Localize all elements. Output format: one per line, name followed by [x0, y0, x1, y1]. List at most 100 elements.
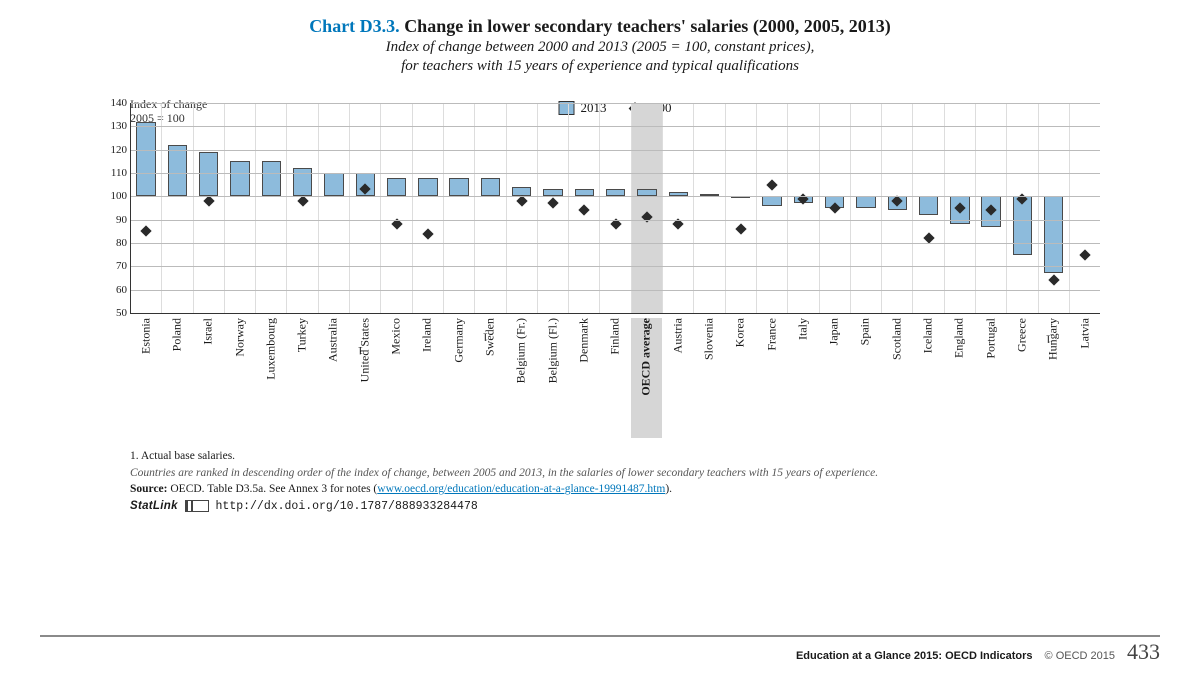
- source-close: ).: [665, 483, 672, 495]
- bar-slot: [1039, 103, 1070, 313]
- page-footer: Education at a Glance 2015: OECD Indicat…: [40, 635, 1160, 665]
- x-label: Israel: [193, 318, 224, 438]
- x-label: Australia: [318, 318, 349, 438]
- x-label: Denmark: [568, 318, 599, 438]
- x-label: Portugal: [975, 318, 1006, 438]
- x-label: Spain: [850, 318, 881, 438]
- bar-slot: [694, 103, 725, 313]
- bar: [262, 161, 281, 196]
- bar-slot: [444, 103, 475, 313]
- x-label: Sweden1: [474, 318, 505, 438]
- x-label: Luxembourg: [255, 318, 286, 438]
- x-label: England: [944, 318, 975, 438]
- bar: [762, 196, 781, 205]
- diamond-marker: [579, 205, 590, 216]
- x-label: Germany: [443, 318, 474, 438]
- bar-slot: [507, 103, 538, 313]
- bar: [199, 152, 218, 196]
- bar-slot: [726, 103, 757, 313]
- x-label: Ireland: [412, 318, 443, 438]
- y-tick: 80: [97, 237, 127, 249]
- diamond-marker: [140, 226, 151, 237]
- chart: Index of change 2005 = 100 2013 2000 506…: [130, 103, 1100, 438]
- x-label: Slovenia: [693, 318, 724, 438]
- bar-slot: [162, 103, 193, 313]
- x-label: Hungary1: [1038, 318, 1069, 438]
- diamond-marker: [1048, 275, 1059, 286]
- bar-slot: [600, 103, 631, 313]
- bar: [168, 145, 187, 196]
- source-link[interactable]: www.oecd.org/education/education-at-a-gl…: [377, 483, 665, 495]
- bar-slot: [632, 103, 663, 313]
- bar: [1044, 196, 1063, 273]
- x-label: Belgium (Fl.): [537, 318, 568, 438]
- bar-slot: [381, 103, 412, 313]
- x-labels: EstoniaPolandIsraelNorwayLuxembourgTurke…: [130, 318, 1100, 438]
- statlink-line: StatLink http://dx.doi.org/10.1787/88893…: [130, 498, 1100, 516]
- bar-slot: [788, 103, 819, 313]
- bar: [418, 178, 437, 197]
- bar: [387, 178, 406, 197]
- bar: [230, 161, 249, 196]
- bar-slot: [194, 103, 225, 313]
- bar: [543, 189, 562, 196]
- x-label: Estonia: [130, 318, 161, 438]
- bar-slot: [851, 103, 882, 313]
- bar-slot: [538, 103, 569, 313]
- diamond-marker: [1079, 249, 1090, 260]
- bars-container: [131, 103, 1100, 313]
- chart-subtitle-1: Index of change between 2000 and 2013 (2…: [40, 39, 1160, 56]
- x-label: Italy: [787, 318, 818, 438]
- diamond-marker: [735, 223, 746, 234]
- chart-title: Chart D3.3. Change in lower secondary te…: [40, 16, 1160, 37]
- x-label: Poland: [161, 318, 192, 438]
- bar-slot: [976, 103, 1007, 313]
- footer-page-number: 433: [1127, 639, 1160, 665]
- x-label: OECD average: [631, 318, 662, 438]
- diamond-marker: [547, 198, 558, 209]
- x-label: Finland: [599, 318, 630, 438]
- statlink-url: http://dx.doi.org/10.1787/888933284478: [216, 500, 478, 513]
- bar: [449, 178, 468, 197]
- bar-slot: [413, 103, 444, 313]
- bar-slot: [1070, 103, 1100, 313]
- bar-slot: [287, 103, 318, 313]
- bar-slot: [913, 103, 944, 313]
- bar-slot: [882, 103, 913, 313]
- bar: [856, 196, 875, 208]
- bar-slot: [1007, 103, 1038, 313]
- bar-slot: [319, 103, 350, 313]
- x-label: United States1: [349, 318, 380, 438]
- chart-subtitle-2: for teachers with 15 years of experience…: [40, 58, 1160, 75]
- y-tick: 130: [97, 120, 127, 132]
- bar-slot: [663, 103, 694, 313]
- bar: [324, 173, 343, 196]
- bar-slot: [569, 103, 600, 313]
- bar-slot: [475, 103, 506, 313]
- y-tick: 60: [97, 284, 127, 296]
- statlink-icon: [185, 500, 209, 512]
- ranking-note: Countries are ranked in descending order…: [130, 465, 1100, 482]
- bar: [637, 189, 656, 196]
- bar-slot: [945, 103, 976, 313]
- x-label: Iceland: [912, 318, 943, 438]
- y-tick: 100: [97, 190, 127, 202]
- bar-slot: [256, 103, 287, 313]
- x-label: Scotland: [881, 318, 912, 438]
- footer-copyright: © OECD 2015: [1045, 650, 1115, 662]
- bar: [481, 178, 500, 197]
- footnote-1: 1. Actual base salaries.: [130, 448, 1100, 465]
- chart-number: Chart D3.3.: [309, 16, 400, 36]
- x-label: Austria: [662, 318, 693, 438]
- y-tick: 140: [97, 97, 127, 109]
- source-text: OECD. Table D3.5a. See Annex 3 for notes…: [167, 483, 377, 495]
- bar-slot: [350, 103, 381, 313]
- source-label: Source:: [130, 483, 167, 495]
- x-label: Norway: [224, 318, 255, 438]
- y-tick: 120: [97, 144, 127, 156]
- bar: [919, 196, 938, 215]
- chart-title-text: Change in lower secondary teachers' sala…: [404, 16, 891, 36]
- x-label: Mexico: [380, 318, 411, 438]
- source-line: Source: OECD. Table D3.5a. See Annex 3 f…: [130, 481, 1100, 498]
- bar: [575, 189, 594, 196]
